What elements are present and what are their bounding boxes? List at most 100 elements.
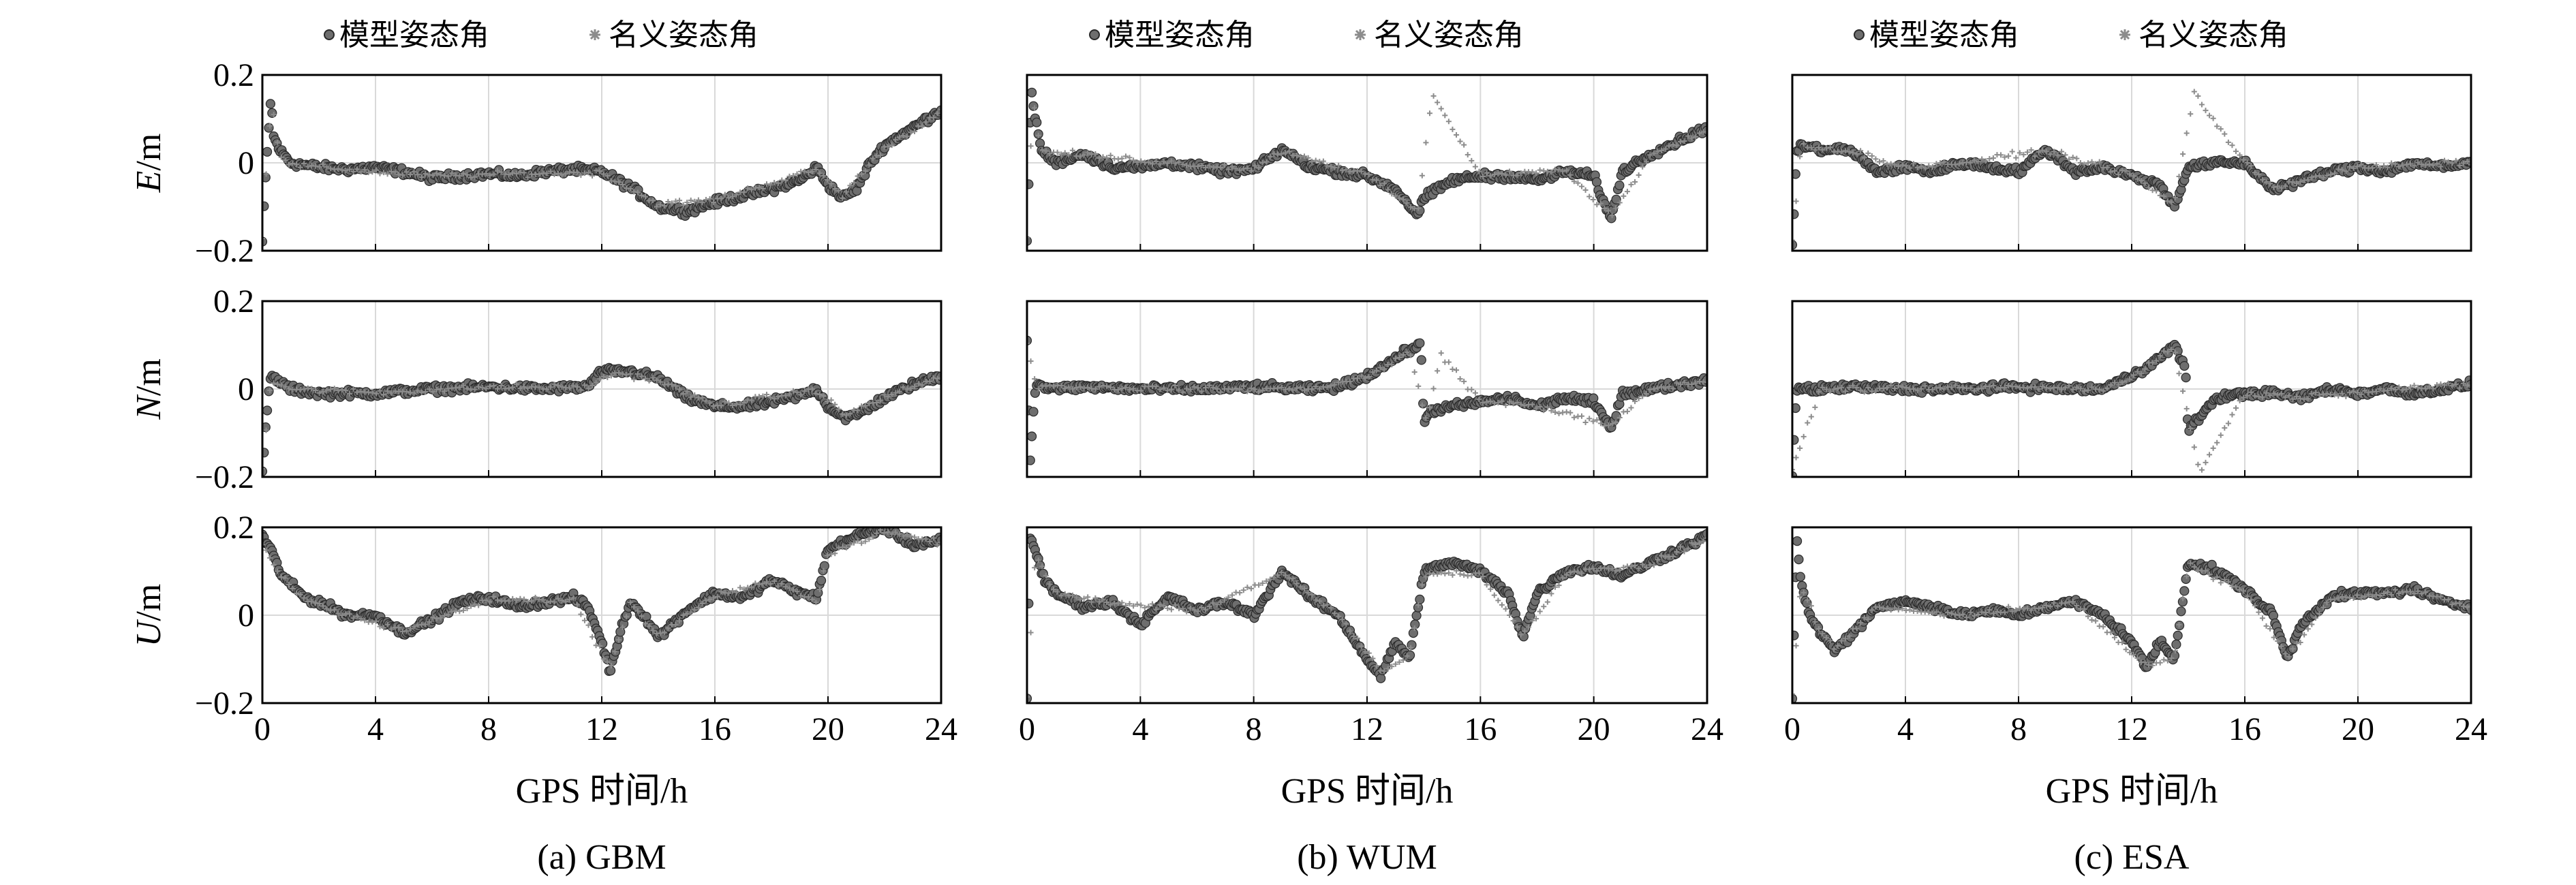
nominal-point	[627, 371, 633, 377]
nominal-point	[1632, 399, 1638, 405]
nominal-point	[1503, 402, 1509, 408]
nominal-point	[1982, 158, 1989, 164]
nominal-point	[1100, 597, 1106, 603]
y-tick-label: 0.2	[213, 510, 254, 546]
nominal-point	[1846, 149, 1852, 155]
nominal-point	[2271, 184, 2277, 190]
nominal-point	[536, 384, 542, 390]
nominal-point	[2267, 181, 2273, 187]
nominal-point	[1153, 606, 1159, 612]
nominal-point	[737, 585, 743, 591]
nominal-point	[938, 106, 941, 112]
nominal-point	[669, 382, 675, 388]
nominal-point	[1362, 375, 1368, 381]
nominal-point	[2180, 388, 2186, 394]
y-tick-label: −0.2	[195, 233, 254, 269]
nominal-point	[275, 139, 281, 145]
nominal-point	[525, 174, 531, 181]
nominal-point	[1824, 386, 1830, 392]
nominal-point	[2040, 147, 2046, 153]
nominal-point	[1533, 170, 1539, 176]
nominal-point	[1606, 422, 1612, 429]
nominal-point	[1066, 152, 1072, 158]
nominal-point	[547, 384, 553, 390]
nominal-point	[1283, 572, 1289, 578]
nominal-point	[1256, 165, 1262, 171]
nominal-point	[790, 388, 796, 394]
nominal-point	[1835, 385, 1841, 391]
nominal-point	[1616, 567, 1623, 573]
nominal-point	[1503, 172, 1509, 178]
nominal-point	[1085, 384, 1091, 390]
nominal-point	[1069, 592, 1075, 598]
nominal-point	[377, 170, 383, 176]
nominal-point	[1579, 183, 1585, 189]
nominal-point	[1609, 421, 1615, 427]
nominal-point	[384, 388, 390, 394]
nominal-point	[809, 596, 815, 602]
nominal-point	[2438, 381, 2444, 387]
nominal-point	[2309, 174, 2315, 181]
nominal-point	[2278, 390, 2284, 397]
nominal-point	[1579, 413, 1585, 419]
nominal-point	[369, 619, 375, 625]
nominal-point	[381, 625, 387, 631]
nominal-point	[1681, 138, 1687, 144]
nominal-point	[1677, 139, 1683, 145]
nominal-point	[581, 382, 587, 388]
nominal-point	[2093, 161, 2099, 167]
nominal-point	[2024, 385, 2030, 391]
nominal-point	[2207, 112, 2213, 119]
nominal-point	[760, 393, 766, 399]
nominal-point	[896, 134, 902, 140]
nominal-point	[532, 595, 538, 601]
nominal-point	[1454, 568, 1460, 574]
nominal-point	[1157, 386, 1163, 392]
nominal-point	[2111, 379, 2117, 386]
nominal-point	[464, 172, 470, 178]
nominal-point	[821, 173, 827, 179]
nominal-point	[1469, 572, 1475, 578]
nominal-point	[2358, 162, 2364, 168]
y-tick-label: 0	[238, 371, 254, 407]
nominal-point	[392, 169, 398, 175]
nominal-point	[1328, 164, 1334, 170]
nominal-point	[889, 392, 895, 398]
nominal-point	[445, 612, 451, 618]
nominal-point	[2198, 467, 2205, 473]
nominal-point	[581, 617, 587, 623]
nominal-point	[2002, 154, 2008, 160]
nominal-point	[301, 161, 307, 167]
nominal-point	[1922, 383, 1928, 389]
nominal-point	[457, 384, 463, 390]
model-point	[262, 448, 269, 458]
data-points	[1792, 339, 2471, 477]
nominal-point	[1922, 165, 1928, 171]
nominal-point	[1469, 386, 1475, 392]
nominal-point	[2130, 173, 2136, 179]
nominal-point	[309, 386, 315, 392]
nominal-point	[1104, 600, 1110, 606]
nominal-point	[271, 380, 277, 386]
nominal-point	[729, 588, 735, 594]
nominal-point	[748, 584, 754, 590]
nominal-point	[483, 597, 489, 604]
nominal-point	[2294, 181, 2300, 187]
nominal-point	[585, 170, 592, 176]
nominal-point	[2241, 157, 2247, 163]
nominal-point	[1647, 152, 1653, 158]
nominal-point	[2149, 360, 2156, 366]
nominal-point	[1408, 352, 1414, 358]
x-axis-label: GPS 时间/h	[1281, 772, 1454, 811]
nominal-point	[2198, 102, 2205, 108]
nominal-point	[1392, 661, 1398, 667]
nominal-point	[2244, 159, 2250, 166]
nominal-point	[1419, 402, 1425, 408]
nominal-point	[816, 392, 823, 398]
nominal-point	[835, 187, 842, 193]
x-tick-label: 12	[585, 711, 618, 747]
nominal-point	[1454, 367, 1460, 373]
nominal-point	[1267, 153, 1273, 159]
nominal-point	[1567, 570, 1574, 576]
nominal-point	[889, 142, 895, 149]
